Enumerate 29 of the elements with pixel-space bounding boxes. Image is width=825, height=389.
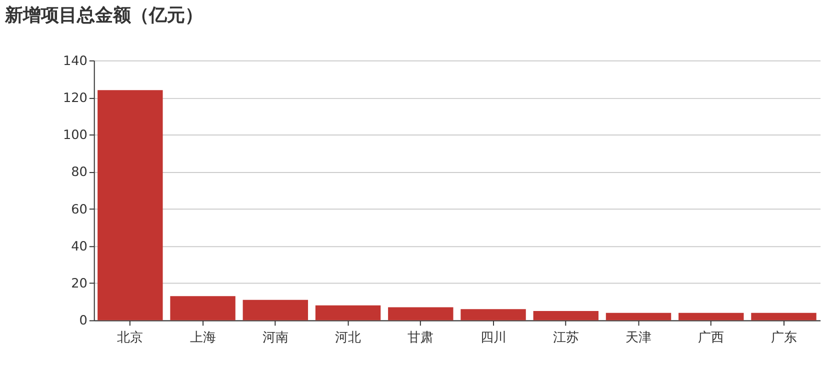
bar	[460, 309, 526, 320]
bar	[606, 312, 672, 320]
bar	[678, 312, 744, 320]
x-tick-label: 四川	[480, 330, 506, 346]
x-tick-label: 江苏	[552, 330, 579, 346]
bar	[242, 300, 308, 320]
bar	[533, 310, 598, 320]
x-tick-label: 天津	[626, 330, 652, 346]
y-tick-label: 40	[71, 239, 88, 254]
x-tick-label: 河北	[335, 330, 362, 346]
x-tick-label: 河南	[262, 330, 288, 346]
bar	[315, 305, 381, 320]
x-tick-label: 北京	[117, 330, 144, 346]
bar	[388, 307, 454, 320]
y-tick-label: 80	[71, 165, 88, 180]
bar	[170, 296, 236, 320]
y-tick-label: 120	[62, 90, 88, 106]
bar	[751, 312, 816, 320]
y-tick-label: 100	[62, 128, 88, 144]
x-tick-label: 上海	[190, 330, 216, 346]
chart-title: 新增项目总金额（亿元）	[4, 4, 204, 26]
y-tick-label: 60	[71, 202, 88, 218]
y-tick-label: 0	[79, 314, 88, 329]
x-tick-label: 甘肃	[408, 330, 434, 346]
y-tick-label: 20	[71, 276, 88, 292]
bar	[98, 90, 163, 320]
x-tick-label: 广西	[698, 330, 724, 346]
y-tick-label: 140	[62, 54, 88, 69]
x-tick-label: 广东	[770, 330, 797, 346]
